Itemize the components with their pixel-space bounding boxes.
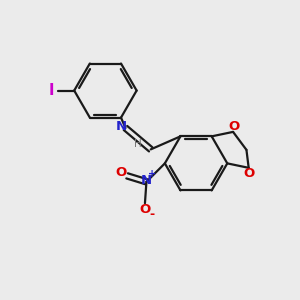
Text: O: O <box>139 203 151 216</box>
Text: O: O <box>228 120 239 133</box>
Text: N: N <box>116 120 127 133</box>
Text: N: N <box>141 174 152 187</box>
Text: I: I <box>49 83 54 98</box>
Text: -: - <box>149 208 154 221</box>
Text: O: O <box>244 167 255 180</box>
Text: H: H <box>134 139 142 149</box>
Text: O: O <box>115 167 126 179</box>
Text: +: + <box>148 169 156 179</box>
